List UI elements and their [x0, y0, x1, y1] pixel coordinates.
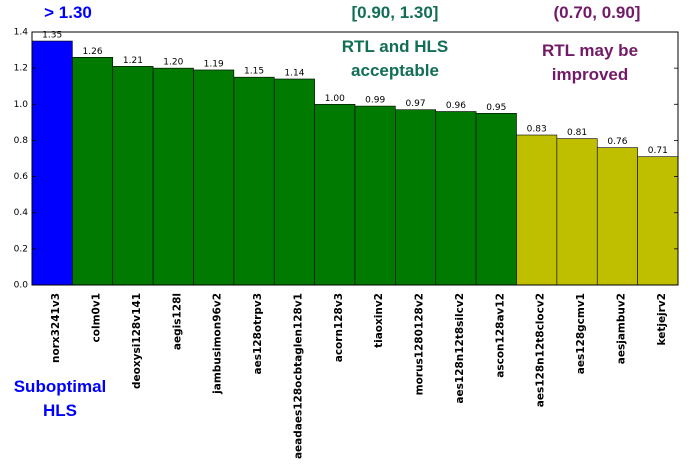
bar: [475, 113, 517, 286]
x-tick-label: tiaoxinv2: [373, 293, 385, 348]
bar: [516, 134, 558, 286]
x-tick-label: jambusimon96v2: [212, 293, 224, 395]
value-label: 0.81: [567, 128, 587, 138]
bar: [233, 76, 275, 286]
bar: [193, 69, 235, 286]
bar: [435, 111, 477, 286]
bar: [556, 138, 598, 286]
annotation: RTL may be improved: [542, 41, 638, 84]
value-label: 1.19: [204, 59, 224, 69]
x-tick-label: acorn128v3: [333, 293, 345, 362]
annotation-line: acceptable: [351, 61, 439, 80]
value-label: 0.71: [648, 146, 668, 156]
annotation-line: Suboptimal: [14, 377, 107, 396]
value-label: 1.21: [123, 56, 143, 66]
y-tick-label: 0.0: [14, 281, 29, 291]
x-tick-label: colm0v1: [91, 293, 103, 342]
x-tick-label: ascon128av12: [494, 293, 506, 378]
annotation: [0.90, 1.30]: [352, 3, 439, 22]
annotation-line: RTL and HLS: [342, 37, 448, 56]
y-tick-label: 0.8: [14, 136, 29, 146]
annotation: (0.70, 0.90]: [554, 3, 641, 22]
value-label: 1.26: [83, 47, 103, 57]
value-label: 1.00: [325, 94, 345, 104]
annotation: Suboptimal HLS: [14, 377, 107, 420]
y-tick-label: 0.4: [14, 208, 29, 218]
y-tick-label: 0.6: [14, 172, 29, 182]
annotation: > 1.30: [44, 3, 92, 22]
x-tick-label: aegis128l: [171, 293, 183, 350]
x-tick-label: aesjambuv2: [615, 293, 627, 364]
x-tick-label: aes128n12t8clocv2: [535, 293, 547, 407]
x-tick-label: deoxysi128v141: [131, 293, 143, 389]
value-label: 1.14: [284, 68, 304, 78]
bar: [31, 40, 73, 286]
value-label: 1.15: [244, 67, 264, 77]
bar: [354, 105, 396, 286]
annotation-line: [0.90, 1.30]: [352, 3, 439, 22]
value-label: 0.95: [486, 103, 506, 113]
y-tick-label: 1.4: [14, 28, 29, 38]
value-label: 0.96: [446, 101, 466, 111]
x-tick-label: norx3241v3: [50, 293, 62, 363]
bar: [395, 109, 437, 286]
x-tick-label: aes128n12t8silcv2: [454, 293, 466, 404]
y-tick-label: 1.2: [14, 64, 28, 74]
x-tick-label: morus1280128v2: [414, 293, 426, 395]
value-label: 1.35: [42, 31, 62, 41]
annotation-line: > 1.30: [44, 3, 92, 22]
annotation-line: RTL may be: [542, 41, 638, 60]
plot-frame: [31, 31, 679, 286]
bar: [72, 56, 114, 286]
bar: [314, 103, 356, 286]
value-label: 0.83: [527, 125, 547, 135]
annotation: RTL and HLS acceptable: [342, 37, 448, 80]
value-label: 0.99: [365, 96, 385, 106]
bar: [273, 78, 315, 286]
bar: [637, 156, 679, 286]
bar: [152, 67, 194, 286]
annotation-line: improved: [552, 65, 629, 84]
x-tick-label: aes128gcmv1: [575, 293, 587, 374]
value-label: 0.97: [406, 99, 426, 109]
x-tick-label: ketjejrv2: [656, 293, 668, 346]
bar: [596, 147, 638, 286]
bar: [112, 66, 154, 286]
x-tick-label: aeadaes128ocbtaglen128v1: [292, 293, 304, 459]
x-tick-label: aes128otrpv3: [252, 293, 264, 374]
value-label: 0.76: [607, 137, 627, 147]
annotation-line: (0.70, 0.90]: [554, 3, 641, 22]
annotation-line: HLS: [43, 401, 77, 420]
value-label: 1.20: [163, 58, 183, 68]
y-tick-label: 1.0: [14, 100, 29, 110]
y-tick-label: 0.2: [14, 244, 28, 254]
